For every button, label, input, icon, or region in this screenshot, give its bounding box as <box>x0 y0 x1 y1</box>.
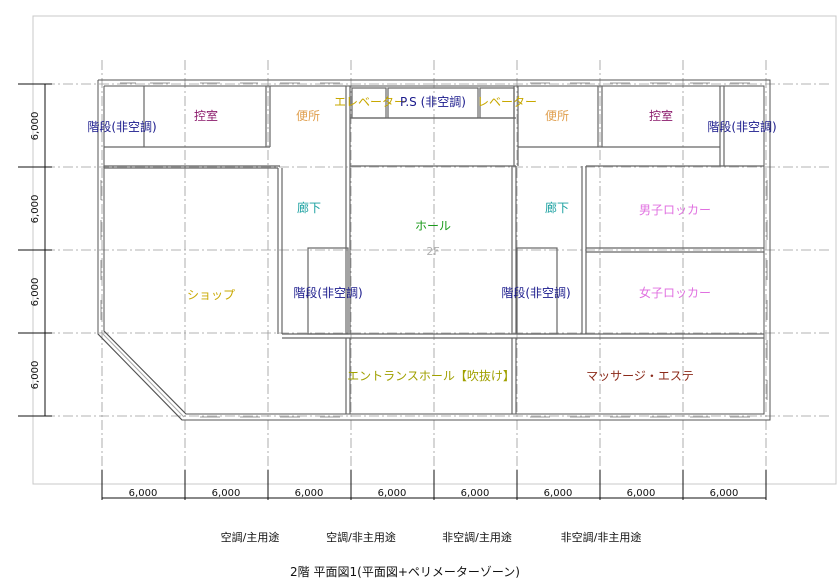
room-shop: ショップ <box>187 288 235 302</box>
legend-item-4: 非空調/非主用途 <box>561 530 642 544</box>
room-elevator-east: レベーター <box>477 95 537 109</box>
room-toilet-east: 便所 <box>545 109 569 123</box>
window-marks <box>100 82 768 418</box>
dim-col-5: 6,000 <box>461 488 490 499</box>
room-corridor-west: 廊下 <box>297 200 321 215</box>
room-massage-esthetic: マッサージ・エステ <box>586 369 694 383</box>
horizontal-dimension-chain <box>101 470 767 500</box>
room-stair-center-west: 階段(非空調) <box>293 285 362 300</box>
drawing-caption: 2階 平面図1(平面図+ペリメーターゾーン) <box>290 564 520 579</box>
dim-row-4: 6,000 <box>30 361 41 390</box>
legend-item-2: 空調/非主用途 <box>326 530 396 544</box>
room-hall: ホール <box>415 219 451 233</box>
interior-walls <box>104 86 764 414</box>
dim-col-6: 6,000 <box>544 488 573 499</box>
room-pipe-shaft: P.S (非空調) <box>400 95 466 109</box>
room-elevator-west: エレベーター <box>334 95 406 109</box>
floor-tag: 2F <box>426 245 439 258</box>
room-hikae-west: 控室 <box>194 108 218 123</box>
room-labels: 階段(非空調) 控室 便所 エレベーター P.S (非空調) レベーター 便所 … <box>87 95 776 383</box>
room-stair-nw: 階段(非空調) <box>87 119 156 134</box>
slanted-glass-wall <box>97 330 187 421</box>
legend-item-1: 空調/主用途 <box>221 530 280 544</box>
dim-row-3: 6,000 <box>30 278 41 307</box>
vertical-dimension-chain <box>18 83 52 417</box>
room-stair-center-east: 階段(非空調) <box>501 285 570 300</box>
horizontal-dimension-texts: 6,000 6,000 6,000 6,000 6,000 6,000 6,00… <box>129 488 739 499</box>
room-toilet-west: 便所 <box>296 109 320 123</box>
dim-col-3: 6,000 <box>295 488 324 499</box>
dim-row-1: 6,000 <box>30 112 41 141</box>
vertical-dimension-texts: 6,000 6,000 6,000 6,000 <box>30 112 41 390</box>
legend-item-3: 非空調/主用途 <box>442 530 512 544</box>
room-entrance-hall: エントランスホール【吹抜け】 <box>347 369 515 383</box>
room-locker-men: 男子ロッカー <box>639 203 711 217</box>
dim-col-7: 6,000 <box>627 488 656 499</box>
room-hikae-east: 控室 <box>649 108 673 123</box>
legend: 空調/主用途 空調/非主用途 非空調/主用途 非空調/非主用途 <box>221 530 642 544</box>
room-stair-ne: 階段(非空調) <box>707 119 776 134</box>
room-locker-women: 女子ロッカー <box>639 285 711 300</box>
room-corridor-east: 廊下 <box>545 200 569 215</box>
dim-col-1: 6,000 <box>129 488 158 499</box>
dim-col-4: 6,000 <box>378 488 407 499</box>
dim-col-8: 6,000 <box>710 488 739 499</box>
dim-row-2: 6,000 <box>30 195 41 224</box>
outer-walls <box>97 79 771 421</box>
dim-col-2: 6,000 <box>212 488 241 499</box>
grid-lines <box>45 60 830 480</box>
